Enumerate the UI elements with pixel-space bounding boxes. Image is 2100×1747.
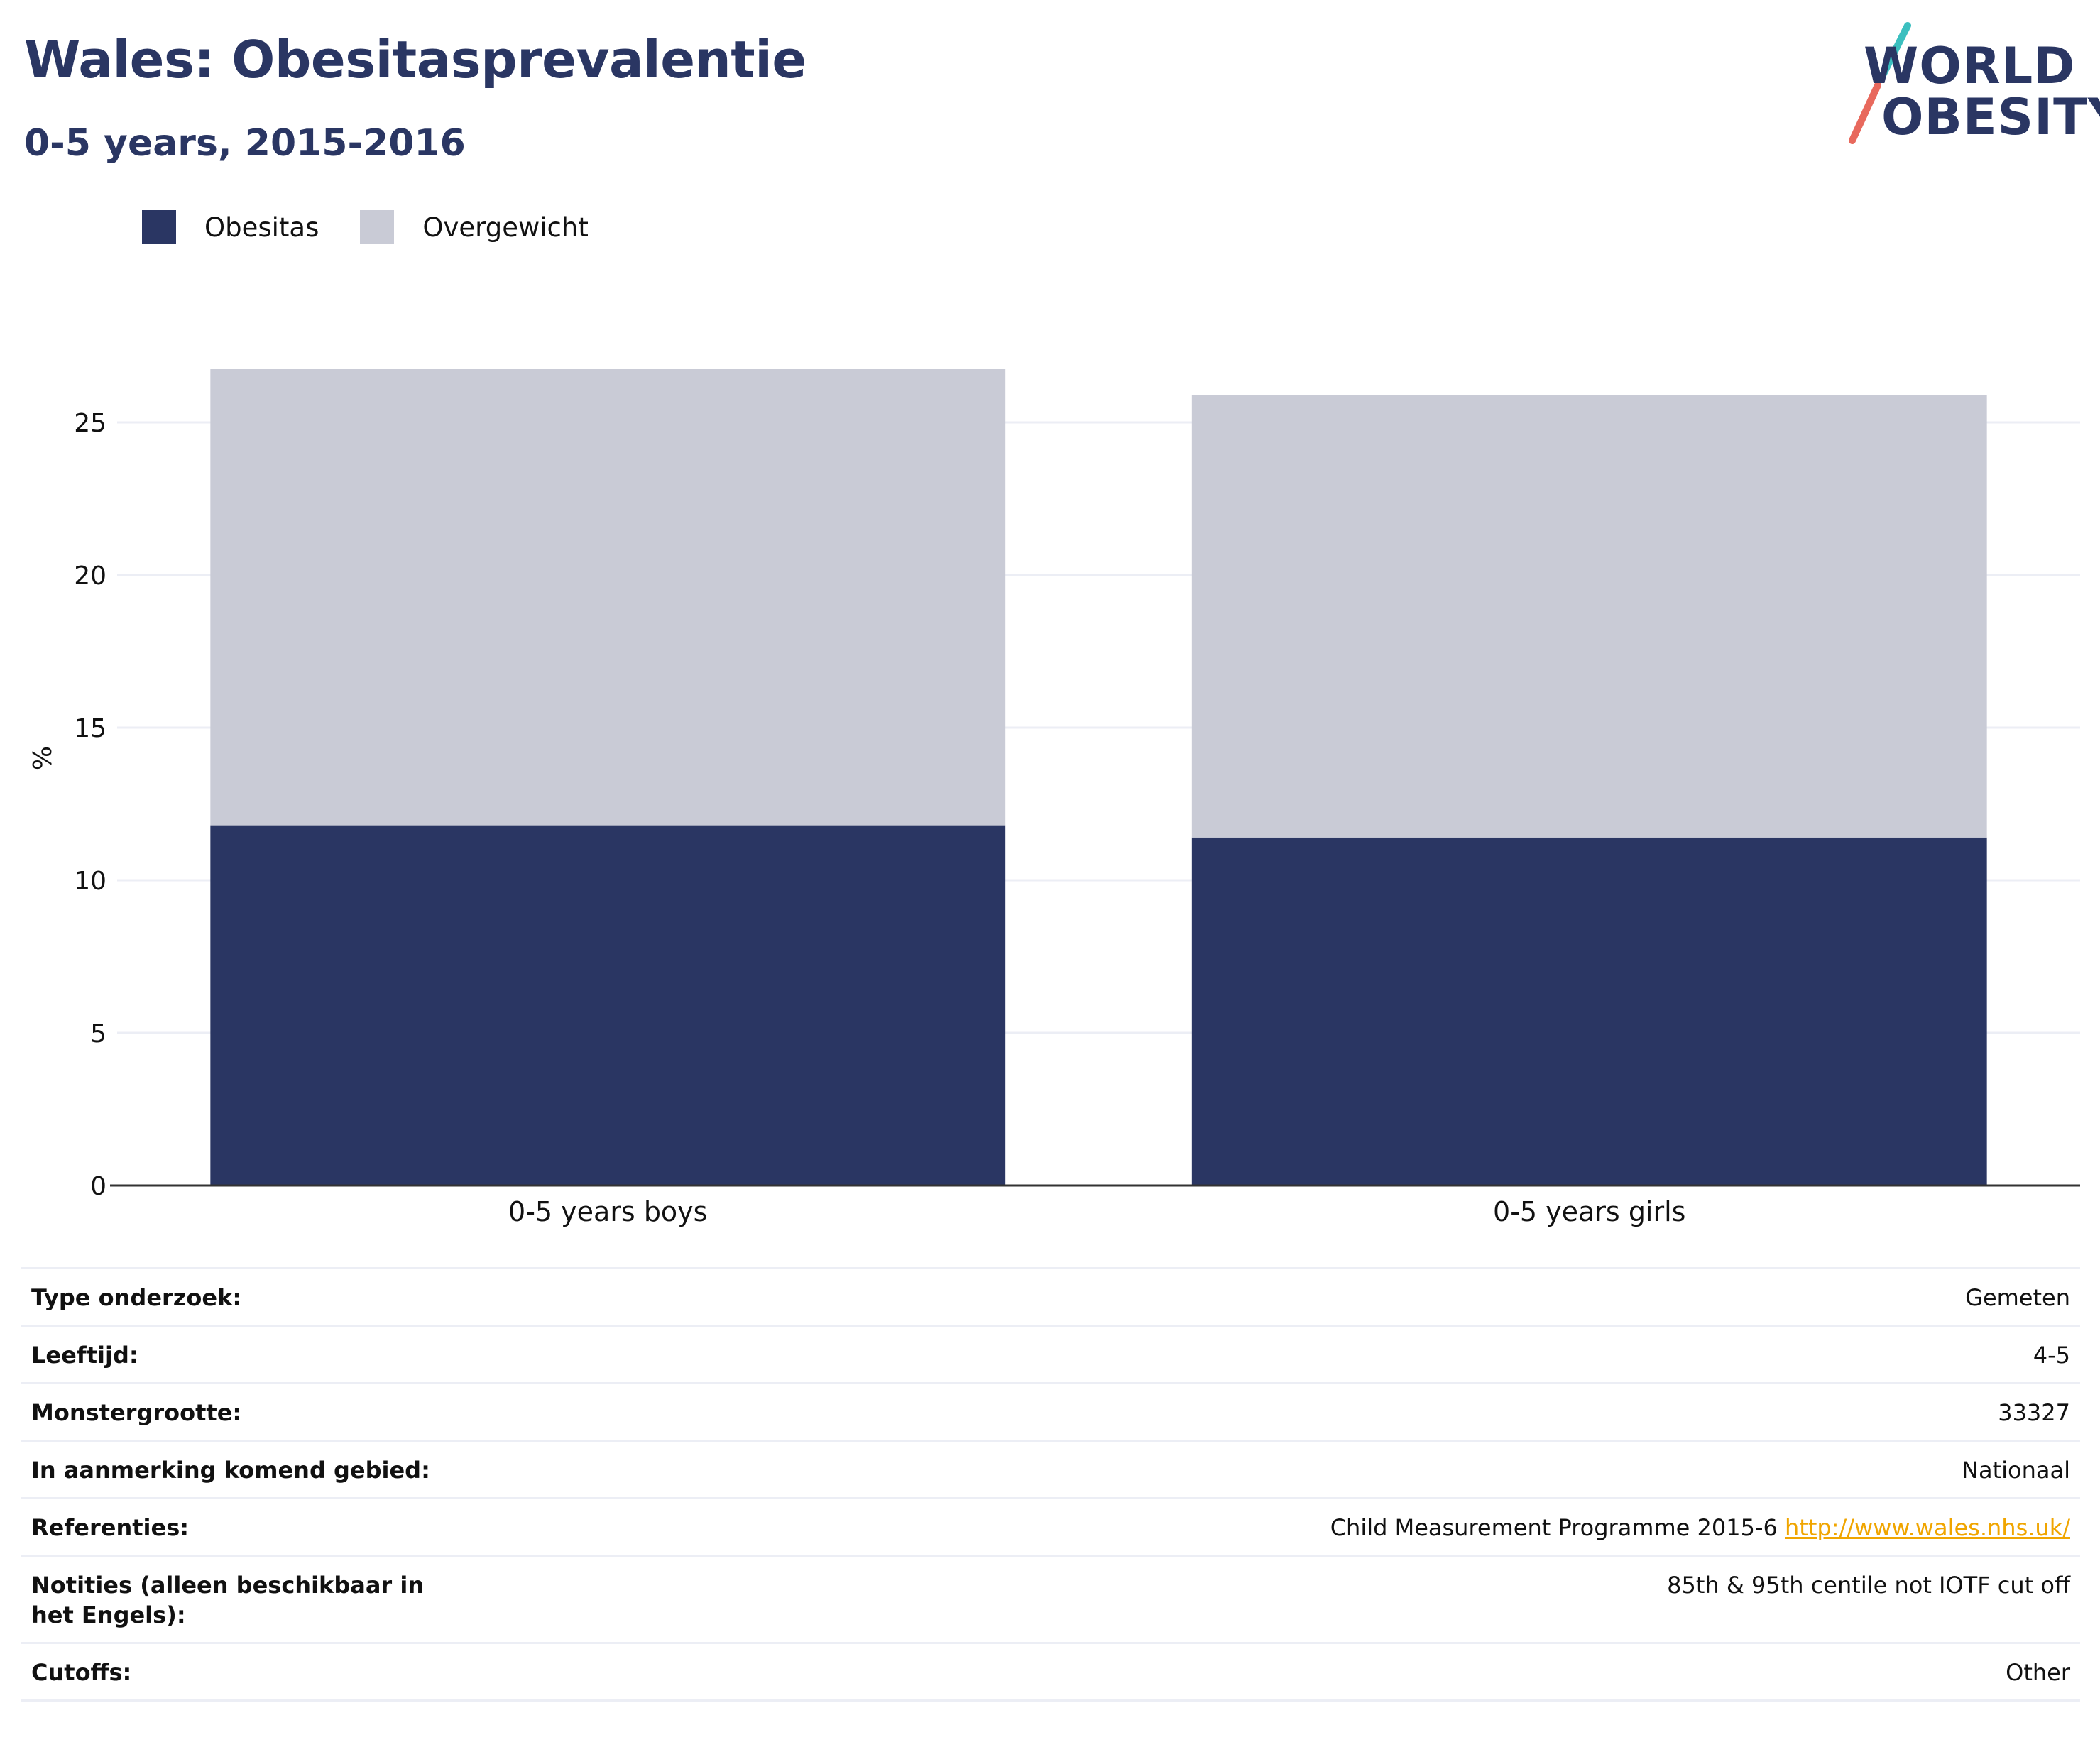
bar-overgewicht-1: [210, 369, 1006, 826]
legend-label: Obesitas: [204, 212, 319, 243]
world-obesity-logo: WORLD OBESITY: [1849, 20, 2100, 148]
info-key: Type onderzoek:: [31, 1284, 242, 1311]
bar-obesitas-2: [1191, 837, 1987, 1185]
chart-title: Wales: Obesitasprevalentie: [24, 30, 806, 89]
info-value: 33327: [1998, 1398, 2070, 1428]
y-tick-label: 10: [74, 867, 106, 896]
info-value-text: Other: [2006, 1659, 2070, 1686]
x-category-label: 0-5 years girls: [1493, 1196, 1685, 1227]
bar-obesitas-1: [210, 825, 1006, 1185]
info-key: Referenties:: [31, 1514, 190, 1541]
info-value-text: Nationaal: [1962, 1457, 2070, 1484]
y-tick-label: 15: [74, 714, 106, 743]
y-axis-label: %: [28, 746, 58, 770]
info-row: Monstergrootte: 33327: [21, 1384, 2080, 1442]
legend: Obesitas Overgewicht: [142, 210, 630, 244]
logo-text-obesity: OBESITY: [1881, 88, 2100, 146]
bar-overgewicht-2: [1191, 395, 1987, 838]
info-value-text: 33327: [1998, 1399, 2070, 1426]
info-row: Referenties: Child Measurement Programme …: [21, 1499, 2080, 1557]
logo-text-world: WORLD: [1864, 37, 2076, 95]
y-tick-label: 25: [74, 409, 106, 438]
legend-label: Overgewicht: [422, 212, 589, 243]
logo-slash-icon: [1849, 22, 1911, 144]
info-value: Other: [2006, 1658, 2070, 1687]
y-tick-label: 5: [90, 1019, 106, 1048]
info-table: Type onderzoek: Gemeten Leeftijd: 4-5 Monste…: [21, 1267, 2080, 1702]
reference-link[interactable]: http://www.wales.nhs.uk/: [1785, 1514, 2070, 1541]
info-key: Monstergrootte:: [31, 1399, 242, 1426]
info-key: Leeftijd:: [31, 1342, 138, 1369]
info-value-text: 4-5: [2033, 1342, 2070, 1369]
info-value: 85th & 95th centile not IOTF cut off: [1667, 1570, 2070, 1600]
x-category-label: 0-5 years boys: [508, 1196, 707, 1227]
chart-subtitle: 0-5 years, 2015-2016: [24, 122, 466, 165]
info-value: Gemeten: [1965, 1283, 2070, 1313]
info-row: In aanmerking komend gebied: Nationaal: [21, 1442, 2080, 1499]
info-key: In aanmerking komend gebied:: [31, 1457, 430, 1484]
info-value: Nationaal: [1962, 1455, 2070, 1485]
info-row: Notities (alleen beschikbaar in het Enge…: [21, 1557, 2080, 1644]
legend-item-overgewicht[interactable]: Overgewicht: [360, 210, 589, 244]
legend-swatch-overgewicht: [360, 210, 395, 244]
info-value: 4-5: [2033, 1340, 2070, 1370]
info-key: Notities (alleen beschikbaar in het Enge…: [31, 1572, 425, 1628]
info-key: Cutoffs:: [31, 1659, 132, 1686]
info-value: Child Measurement Programme 2015-6 http:…: [1330, 1513, 2070, 1543]
stacked-bar-chart: 0 5 10 15 20 25% 0-5 years boys 0-5 years girls: [28, 369, 2080, 1227]
y-tick-label: 20: [74, 562, 106, 591]
legend-item-obesitas[interactable]: Obesitas: [142, 210, 319, 244]
info-row: Leeftijd: 4-5: [21, 1327, 2080, 1384]
info-row: Cutoffs: Other: [21, 1644, 2080, 1702]
legend-swatch-obesitas: [142, 210, 176, 244]
info-value-text: Gemeten: [1965, 1284, 2070, 1311]
info-row: Type onderzoek: Gemeten: [21, 1269, 2080, 1327]
y-tick-label: 0: [90, 1172, 106, 1201]
info-value-text: 85th & 95th centile not IOTF cut off: [1667, 1572, 2070, 1599]
info-value-text: Child Measurement Programme 2015-6: [1330, 1514, 1778, 1541]
